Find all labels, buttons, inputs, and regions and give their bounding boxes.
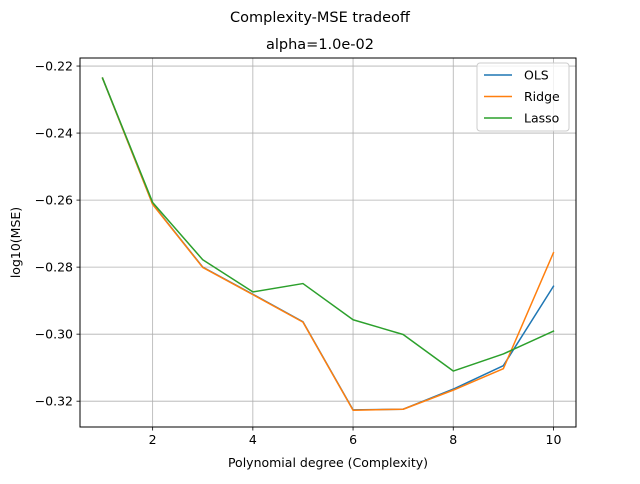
x-tick-label: 6 — [349, 432, 357, 447]
y-tick-label: −0.22 — [35, 59, 73, 74]
y-tick-label: −0.24 — [35, 126, 73, 141]
x-tick-label: 10 — [546, 432, 562, 447]
y-tick-label: −0.28 — [35, 260, 73, 275]
grid — [80, 58, 576, 427]
legend-label-ols: OLS — [524, 68, 549, 83]
axis-ticks: 2 4 6 8 10 −0.32 −0.30 −0.28 −0.26 −0.24 −0.22 — [35, 59, 562, 447]
chart-title: alpha=1.0e-02 — [266, 37, 374, 53]
y-tick-label: −0.26 — [35, 193, 73, 208]
y-axis-label: log10(MSE) — [8, 207, 23, 278]
x-tick-label: 4 — [249, 432, 257, 447]
x-tick-label: 8 — [449, 432, 457, 447]
series-line-lasso — [101, 77, 555, 372]
x-axis-label: Polynomial degree (Complexity) — [228, 455, 428, 470]
legend: OLS Ridge Lasso — [476, 62, 570, 132]
x-tick-label: 2 — [149, 432, 157, 447]
legend-label-lasso: Lasso — [524, 111, 559, 126]
series-line-ridge — [101, 77, 555, 411]
y-tick-label: −0.32 — [35, 394, 73, 409]
legend-box — [476, 62, 570, 132]
legend-label-ridge: Ridge — [524, 89, 560, 104]
plot-frame — [79, 57, 577, 428]
series-lines — [101, 77, 555, 411]
chart-suptitle: Complexity-MSE tradeoff — [230, 10, 411, 26]
y-tick-label: −0.30 — [35, 327, 73, 342]
